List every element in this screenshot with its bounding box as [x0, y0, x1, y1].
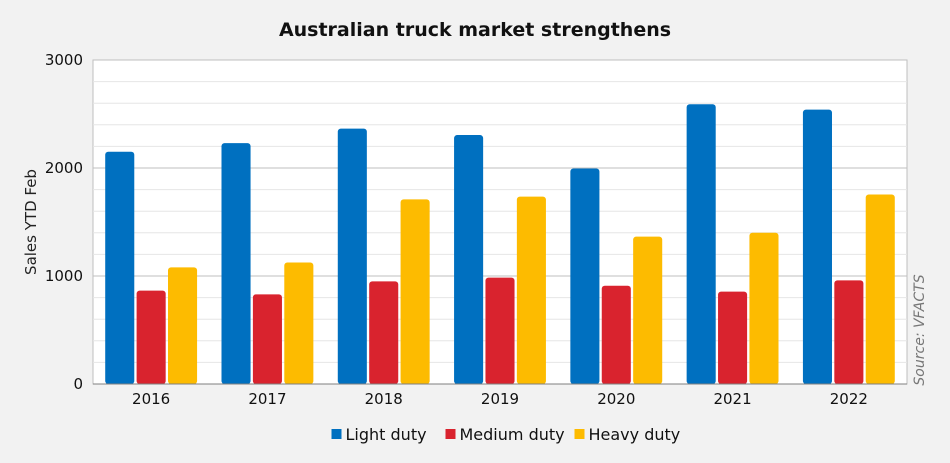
y-tick-label: 2000	[45, 159, 83, 177]
bar-medium-duty-2017	[252, 294, 282, 384]
bar-heavy-duty-2018	[400, 199, 430, 384]
bar-light-duty-2017	[221, 143, 251, 384]
y-axis-label: Sales YTD Feb	[22, 169, 40, 275]
bar-light-duty-2019	[454, 135, 484, 384]
bar-light-duty-2016	[105, 151, 135, 384]
x-tick-label: 2017	[248, 390, 286, 408]
bar-medium-duty-2022	[834, 280, 864, 384]
bar-light-duty-2021	[686, 104, 716, 384]
legend-label-light-duty: Light duty	[346, 425, 427, 444]
bar-heavy-duty-2021	[749, 232, 779, 384]
x-tick-label: 2021	[713, 390, 751, 408]
bar-heavy-duty-2022	[865, 194, 895, 384]
x-axis-ticks: 2016 2017 2018 2019 2020 2021 2022	[132, 390, 868, 408]
legend-swatch-medium-duty	[445, 429, 456, 439]
x-tick-label: 2016	[132, 390, 170, 408]
legend-label-heavy-duty: Heavy duty	[589, 425, 681, 444]
legend-swatch-light-duty	[331, 429, 342, 439]
bar-light-duty-2018	[337, 128, 367, 384]
bar-light-duty-2022	[802, 109, 832, 385]
x-tick-label: 2019	[481, 390, 519, 408]
bar-heavy-duty-2020	[633, 236, 663, 384]
bar-heavy-duty-2019	[516, 196, 546, 384]
chart-title: Australian truck market strengthens	[279, 19, 671, 41]
bar-heavy-duty-2017	[284, 262, 314, 384]
y-tick-label: 0	[73, 375, 83, 393]
bar-medium-duty-2016	[136, 290, 166, 384]
bar-medium-duty-2018	[369, 281, 399, 384]
bar-light-duty-2020	[570, 168, 600, 384]
x-tick-label: 2022	[830, 390, 868, 408]
bar-heavy-duty-2016	[168, 267, 198, 384]
bar-medium-duty-2019	[485, 277, 515, 384]
legend-swatch-heavy-duty	[574, 429, 585, 439]
y-tick-label: 1000	[45, 267, 83, 285]
y-tick-label: 3000	[45, 51, 83, 69]
y-axis-ticks: 0 1000 2000 3000	[45, 51, 83, 393]
x-tick-label: 2018	[365, 390, 403, 408]
bars	[105, 104, 895, 385]
legend: Light duty Medium duty Heavy duty	[331, 425, 681, 444]
legend-label-medium-duty: Medium duty	[460, 425, 565, 444]
bar-medium-duty-2021	[718, 291, 748, 384]
x-tick-label: 2020	[597, 390, 635, 408]
source-note: Source: VFACTS	[912, 274, 928, 385]
bar-medium-duty-2020	[601, 285, 631, 384]
